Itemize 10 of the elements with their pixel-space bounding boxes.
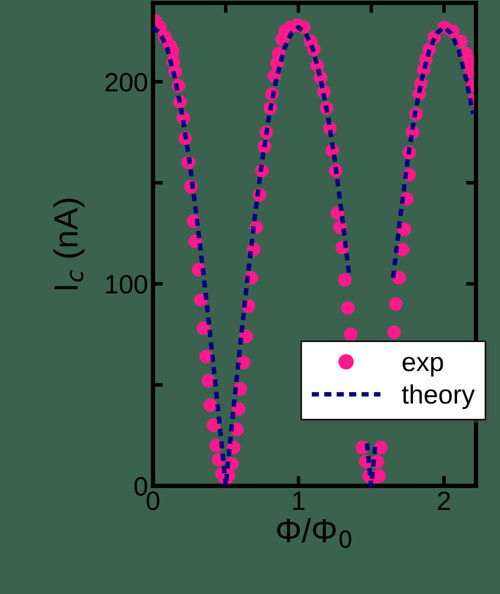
y-axis-title: I$_{c}$ (nA) — [53, 198, 84, 290]
x-tick-label: 2 — [438, 491, 450, 510]
y-tick-label: 100 — [106, 274, 148, 294]
x-tick-label: 1 — [293, 492, 305, 510]
legend-label: theory — [402, 384, 475, 410]
x-tick-label: 0 — [146, 491, 160, 510]
y-tick-label: 0 — [134, 477, 148, 496]
y-tick-label: 200 — [105, 72, 148, 92]
x-axis-title: Φ/Φ$_{0}$ — [277, 518, 352, 548]
legend-label: exp — [402, 356, 443, 377]
